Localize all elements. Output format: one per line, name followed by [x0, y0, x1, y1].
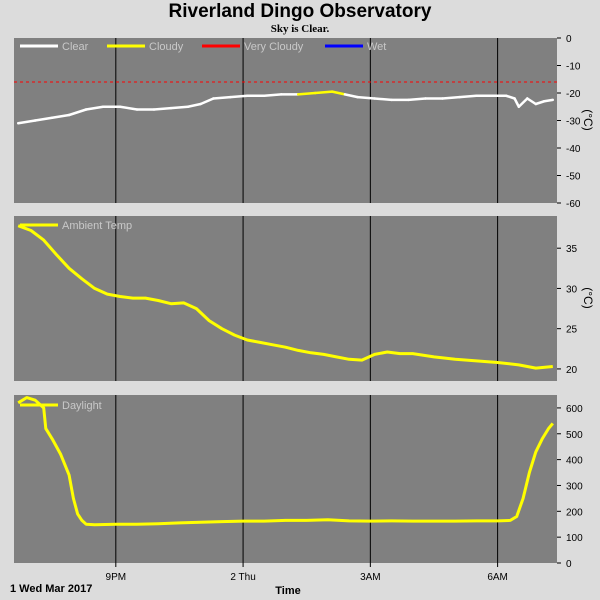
x-tick-label-1: 2 Thu [230, 572, 255, 583]
sky-segment-6 [118, 105, 139, 111]
x-tick-label-2: 3AM [360, 572, 381, 583]
ambient-unit-label: (°C) [581, 287, 595, 308]
x-start-label: 1 Wed Mar 2017 [10, 583, 92, 595]
sky-segment-24 [407, 97, 427, 102]
sky-segment-26 [441, 95, 461, 100]
x-tick-label-0: 9PM [106, 572, 127, 583]
sky-segment-4 [84, 105, 105, 111]
legend-cloudy-label: Cloudy [149, 41, 184, 53]
sky-legend: Clear Cloudy Very Cloudy Wet [20, 41, 386, 53]
ambient-ytick-label-0: 20 [566, 365, 578, 376]
sky-segment-31 [513, 97, 521, 108]
daylight-ytick-label-0: 0 [566, 559, 572, 570]
daylight-line [17, 396, 554, 527]
x-axis-title: Time [275, 585, 300, 597]
sky-ytick-label-3: -30 [566, 117, 581, 128]
x-tick-label-3: 6AM [487, 572, 508, 583]
sky-segment-32 [517, 97, 529, 108]
daylight-panel-background [14, 395, 557, 563]
sky-segment-12 [212, 95, 232, 100]
sky-grid [115, 38, 499, 203]
sky-ytick-label-0: 0 [566, 34, 572, 45]
ambient-ytick-label-1: 25 [566, 325, 578, 336]
sky-unit-label: (°C) [581, 109, 595, 130]
sky-ytick-label-6: -60 [566, 199, 581, 210]
daylight-ytick-label-5: 500 [566, 430, 583, 441]
legend-very-cloudy-label: Very Cloudy [244, 41, 304, 53]
sky-segment-15 [263, 93, 283, 97]
sky-segment-22 [373, 97, 393, 102]
page-title: Riverland Dingo Observatory [168, 1, 432, 22]
daylight-ytick-label-2: 200 [566, 507, 583, 518]
sky-segment-11 [199, 97, 215, 106]
ambient-line [17, 224, 553, 370]
sky-segment-19 [330, 90, 347, 96]
daylight-panel: 0 100 200 300 400 500 600 Daylight [14, 395, 583, 570]
sky-segment-35 [543, 98, 555, 103]
daylight-ytick-label-1: 100 [566, 533, 583, 544]
sky-segment-3 [67, 108, 88, 117]
sky-segment-13 [229, 94, 249, 99]
daylight-y-axis: 0 100 200 300 400 500 600 [557, 404, 583, 570]
sky-segment-0 [16, 119, 37, 125]
ambient-ytick-label-3: 35 [566, 244, 578, 255]
sky-segment-30 [504, 94, 516, 100]
ambient-y-axis: 20 25 30 35 [557, 244, 578, 376]
sky-segment-34 [534, 100, 546, 106]
sky-segment-1 [33, 116, 54, 122]
ambient-legend: Ambient Temp [20, 220, 132, 232]
ambient-series [17, 224, 553, 370]
sky-segment-33 [526, 97, 538, 106]
daylight-series [17, 396, 554, 527]
daylight-grid [115, 395, 499, 563]
sky-segment-17 [296, 91, 317, 96]
sky-segment-18 [313, 90, 334, 95]
page-subtitle: Sky is Clear. [270, 23, 330, 35]
ambient-grid [115, 216, 499, 381]
legend-ambient-label: Ambient Temp [62, 220, 132, 232]
sky-y-axis: 0 -10 -20 -30 -40 -50 -60 [557, 34, 581, 210]
ambient-panel-background [14, 216, 557, 381]
sky-ytick-label-1: -10 [566, 62, 581, 73]
sky-series [14, 81, 557, 125]
ambient-panel: 20 25 30 35 (°C) Ambient Temp [14, 216, 595, 381]
ambient-ytick-label-2: 30 [566, 284, 578, 295]
sky-segment-10 [186, 102, 202, 108]
sky-segment-20 [343, 93, 359, 99]
daylight-ytick-label-3: 300 [566, 481, 583, 492]
legend-clear-label: Clear [62, 41, 89, 53]
sky-segment-21 [356, 95, 376, 100]
sky-ytick-label-4: -40 [566, 144, 581, 155]
legend-wet-label: Wet [367, 41, 386, 53]
daylight-legend: Daylight [20, 400, 102, 412]
x-axis: 9PM 2 Thu 3AM 6AM [106, 563, 508, 583]
sky-ytick-label-2: -20 [566, 89, 581, 100]
daylight-ytick-label-4: 400 [566, 456, 583, 467]
sky-segment-8 [152, 106, 173, 111]
sky-panel: 0 -10 -20 -30 -40 -50 -60 (°C) Clear Cloudy Ve… [14, 34, 595, 210]
daylight-ytick-label-6: 600 [566, 404, 583, 415]
sky-segment-27 [458, 94, 478, 99]
sky-ytick-label-5: -50 [566, 172, 581, 183]
sky-segment-2 [50, 113, 71, 119]
legend-daylight-label: Daylight [62, 400, 102, 412]
sky-segment-9 [169, 105, 190, 110]
sky-panel-background [14, 38, 557, 203]
